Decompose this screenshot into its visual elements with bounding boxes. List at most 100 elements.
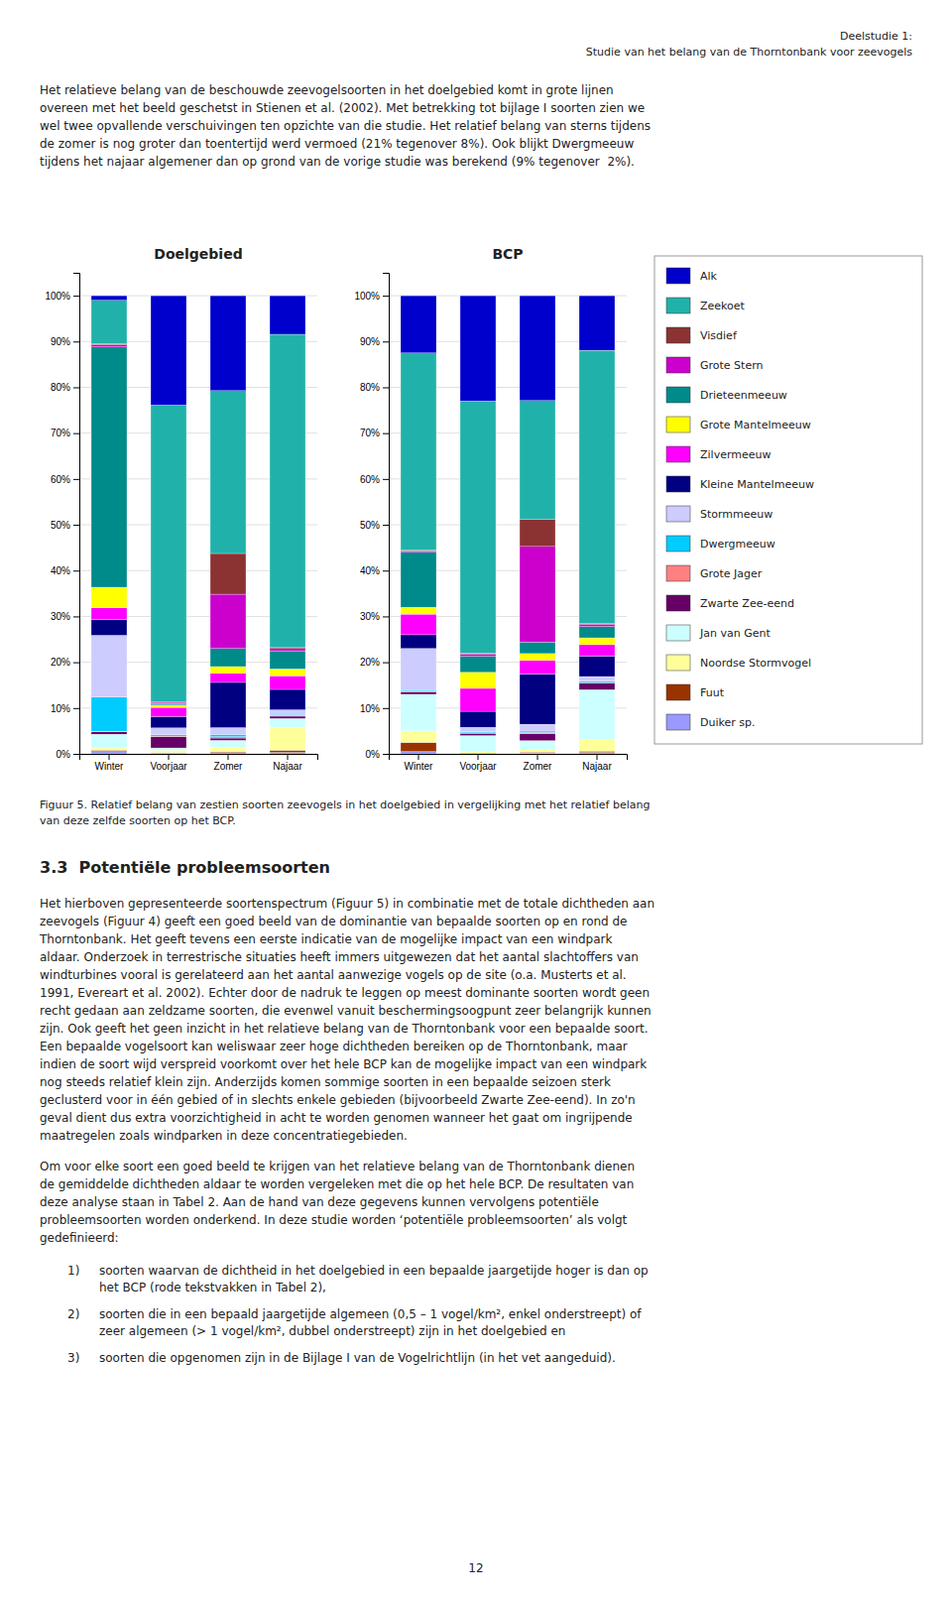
bar-segment — [579, 750, 615, 752]
bar-segment — [579, 739, 615, 751]
bar-segment — [519, 546, 556, 643]
y-tick: 0% — [365, 748, 389, 760]
bar-segment — [400, 730, 437, 743]
legend-swatch — [666, 505, 691, 522]
y-tick: 80% — [359, 381, 389, 393]
bar-segment — [400, 606, 437, 614]
bar-segment — [400, 751, 437, 754]
para-line: de gemiddelde dichtheden aldaar te worde… — [39, 1177, 634, 1191]
y-tick: 10% — [359, 703, 389, 714]
section-body-line: maatregelen zoals windparken in deze con… — [39, 1128, 408, 1143]
bar-segment — [460, 731, 496, 733]
grid — [388, 295, 627, 754]
y-tick-mark — [73, 753, 80, 755]
bar-segment — [519, 660, 556, 675]
bar-segment — [269, 334, 306, 648]
section-body-line: windturbines vooral is gerelateerd aan h… — [39, 967, 627, 982]
legend-label: Noordse Stormvogel — [700, 656, 812, 670]
bar-segment — [460, 688, 496, 712]
bar-segment — [91, 607, 127, 620]
y-tick-label: 10% — [359, 703, 380, 714]
header-line: Deelstudie 1: — [839, 29, 913, 43]
legend-label: Zilvermeeuw — [700, 448, 771, 462]
bar-segment — [579, 682, 615, 690]
bar-segment — [150, 707, 187, 716]
bar-segment — [210, 553, 246, 595]
legend-swatch — [666, 595, 691, 611]
bar-segment — [579, 689, 615, 739]
bar-segment — [460, 732, 496, 735]
x-tick: Voorjaar — [459, 753, 497, 772]
y-tick: 50% — [359, 519, 389, 531]
chart-title: BCP — [491, 245, 523, 262]
y-tick: 90% — [359, 336, 389, 348]
bar-segment — [210, 752, 246, 754]
legend-swatch — [666, 624, 691, 641]
y-tick-label: 30% — [359, 610, 380, 622]
bar-segment — [150, 705, 187, 708]
bars — [400, 295, 615, 754]
x-axis-line — [80, 754, 319, 761]
legend-label: Grote Stern — [700, 358, 764, 372]
bar-segment — [400, 690, 437, 693]
y-tick-label: 20% — [50, 656, 71, 668]
list-item-line: soorten die opgenomen zijn in de Bijlage… — [99, 1350, 616, 1365]
grid — [79, 295, 318, 754]
chart: 0%10%20%30%40%50%60%70%80%90%100%WinterV… — [354, 245, 627, 772]
x-tick-label: Voorjaar — [149, 760, 188, 772]
bar-segment — [579, 350, 615, 623]
legend-swatch — [666, 386, 691, 403]
bar-segment — [210, 594, 246, 649]
y-tick-label: 20% — [359, 656, 380, 668]
x-tick: Winter — [95, 753, 125, 772]
x-tick-label: Zomer — [214, 760, 244, 772]
series — [400, 682, 615, 734]
y-tick: 40% — [359, 565, 389, 577]
bar-segment — [269, 650, 306, 669]
x-tick-mark — [477, 753, 479, 760]
bar-segment — [400, 634, 437, 649]
bar-segment — [519, 295, 556, 401]
y-tick-label: 80% — [359, 381, 380, 393]
x-tick-mark — [537, 753, 539, 760]
bar-segment — [460, 711, 496, 727]
bar-segment — [91, 634, 127, 697]
chart: 0%10%20%30%40%50%60%70%80%90%100%WinterV… — [44, 245, 318, 772]
bar-segment — [269, 717, 306, 727]
bar-segment — [519, 653, 556, 661]
bar-segment — [91, 747, 127, 750]
x-tick-mark — [418, 753, 420, 760]
series — [400, 613, 615, 712]
bar-segment — [460, 726, 496, 732]
y-tick-mark — [382, 341, 389, 343]
bar-segment — [150, 734, 187, 736]
bar-segment — [579, 681, 615, 683]
bar-segment — [269, 648, 306, 651]
bar-segment — [579, 295, 615, 351]
y-tick-label: 100% — [44, 290, 71, 302]
bar-segment — [269, 752, 306, 754]
x-tick-label: Zomer — [523, 760, 554, 772]
y-tick-label: 100% — [354, 290, 380, 302]
section-body-line: Thorntonbank. Het geeft tevens een eerst… — [38, 932, 613, 947]
bar-segment — [460, 752, 496, 754]
x-tick-mark — [228, 753, 230, 760]
bar-segment — [519, 740, 556, 750]
bar-segment — [269, 749, 306, 752]
legend-swatch — [666, 535, 691, 552]
bar-segment — [210, 746, 246, 752]
caption-line: Figuur 5. Relatief belang van zestien so… — [39, 798, 650, 812]
legend-label: Dwergmeeuw — [700, 537, 776, 551]
bar-segment — [519, 752, 556, 754]
y-tick-mark — [382, 524, 389, 526]
list-item-line: zeer algemeen (> 1 vogel/km², dubbel ond… — [99, 1323, 566, 1338]
bar-segment — [579, 655, 615, 677]
bar-segment — [210, 727, 246, 735]
y-axis-line — [73, 273, 81, 755]
legend-label: Duiker sp. — [700, 715, 755, 729]
y-tick-mark — [73, 708, 80, 710]
y-tick-mark — [382, 433, 389, 435]
x-tick-mark — [287, 753, 289, 760]
x-tick-label: Najaar — [272, 760, 303, 772]
bar-segment — [269, 715, 306, 718]
